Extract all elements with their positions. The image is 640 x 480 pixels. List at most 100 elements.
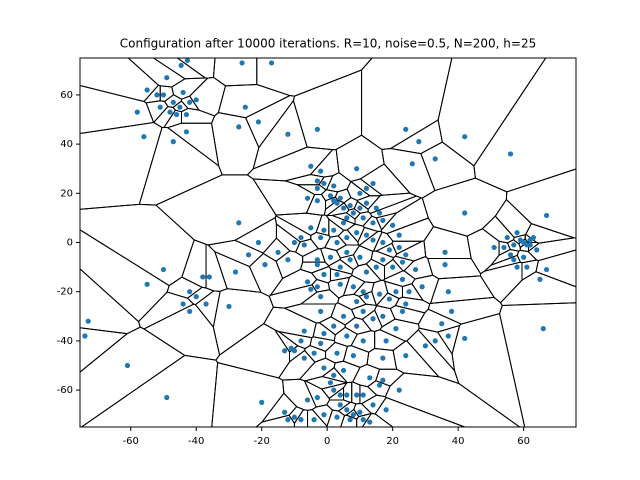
point — [275, 249, 281, 255]
voronoi-cell — [310, 231, 331, 250]
voronoi-cell — [525, 223, 575, 244]
point — [380, 313, 386, 319]
point — [344, 249, 350, 255]
point — [334, 271, 340, 278]
x-tick-label: -60 — [123, 436, 139, 447]
point — [390, 264, 396, 270]
voronoi-cell — [252, 99, 308, 170]
point — [462, 210, 468, 216]
voronoi-cell — [421, 177, 508, 237]
point — [357, 205, 363, 211]
voronoi-cell — [473, 57, 577, 193]
point — [304, 195, 311, 201]
voronoi-cell — [275, 212, 323, 237]
point — [347, 203, 353, 209]
point — [327, 193, 334, 199]
point — [363, 200, 370, 206]
point — [285, 131, 291, 137]
point — [173, 111, 180, 118]
point — [399, 276, 406, 282]
point — [321, 412, 327, 418]
point — [242, 104, 248, 110]
voronoi-cell — [278, 330, 313, 350]
voronoi-cell — [535, 249, 577, 288]
point — [301, 328, 307, 334]
point — [367, 419, 373, 425]
voronoi-cell — [423, 226, 472, 259]
voronoi-cell — [429, 275, 495, 304]
point — [160, 266, 167, 273]
point — [504, 234, 510, 241]
y-tick-label: -20 — [57, 287, 73, 298]
point — [422, 343, 428, 349]
point — [432, 156, 438, 162]
point — [543, 212, 550, 219]
point — [527, 242, 533, 248]
point — [344, 392, 350, 398]
point — [160, 92, 167, 98]
point — [311, 350, 317, 356]
voronoi-cell — [244, 95, 296, 149]
point — [340, 313, 347, 319]
point — [501, 244, 507, 251]
point — [350, 412, 356, 418]
point — [514, 230, 520, 236]
voronoi-cell — [278, 349, 316, 381]
voronoi-cell — [333, 360, 361, 384]
point — [448, 308, 455, 314]
voronoi-layer — [79, 57, 577, 428]
point — [304, 279, 311, 285]
point — [521, 254, 527, 260]
point — [298, 417, 304, 423]
point — [154, 92, 160, 98]
point — [327, 254, 334, 260]
point — [393, 289, 399, 295]
point — [380, 217, 386, 223]
voronoi-cell — [374, 329, 407, 351]
point — [540, 326, 546, 332]
y-tick-label: 60 — [60, 90, 73, 101]
point — [534, 247, 540, 253]
point — [291, 239, 298, 246]
point — [376, 291, 383, 297]
y-tick-label: 20 — [60, 188, 73, 199]
point — [180, 301, 186, 307]
voronoi-cell — [189, 76, 227, 117]
voronoi-cell — [79, 203, 195, 287]
point — [334, 350, 340, 356]
point — [537, 276, 543, 282]
x-tick-label: 40 — [452, 436, 465, 447]
point — [543, 266, 550, 273]
point — [337, 392, 343, 398]
y-tick-label: -40 — [57, 336, 73, 347]
point — [380, 239, 386, 246]
x-tick-label: -20 — [254, 436, 270, 447]
point — [412, 266, 419, 273]
voronoi-cell — [352, 245, 374, 267]
voronoi-cell — [137, 291, 195, 330]
voronoi-cell — [166, 122, 220, 168]
point — [246, 252, 252, 258]
point — [314, 198, 320, 204]
voronoi-cell — [142, 303, 221, 361]
point — [386, 247, 392, 253]
point — [419, 284, 425, 290]
point — [370, 220, 376, 226]
point — [380, 355, 386, 361]
point — [226, 303, 232, 310]
point — [383, 338, 389, 344]
point — [239, 60, 245, 66]
point — [439, 321, 445, 327]
point — [187, 289, 193, 295]
point — [308, 163, 314, 169]
point — [318, 294, 324, 300]
voronoi-cell — [420, 141, 476, 192]
voronoi-cell — [345, 208, 361, 220]
point — [354, 298, 360, 305]
y-tick-label: 40 — [60, 139, 73, 150]
point — [354, 230, 360, 236]
point — [183, 129, 190, 135]
voronoi-cell — [484, 254, 522, 272]
point — [357, 190, 363, 196]
